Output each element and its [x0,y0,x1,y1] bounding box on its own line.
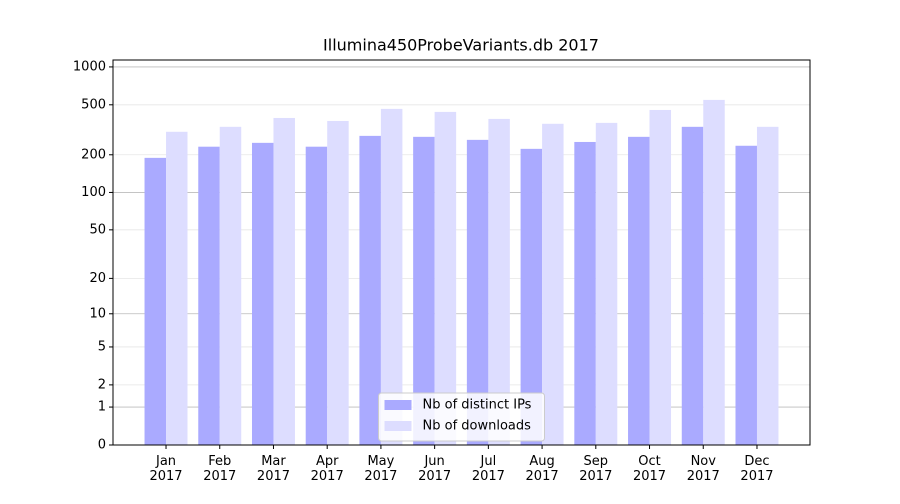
bar [595,122,618,445]
x-tick-label: Jan 2017 [149,454,182,484]
bar [380,108,403,445]
bar [219,126,242,445]
x-tick-label: May 2017 [364,454,397,484]
bar [649,109,672,446]
y-tick-label: 1 [98,400,106,415]
x-tick-label: Aug 2017 [526,454,559,484]
bar [434,111,457,445]
bar [681,126,704,445]
bar [144,157,167,445]
y-tick-label: 2 [98,377,106,392]
legend-swatch [384,400,412,410]
x-tick-label: Nov 2017 [687,454,720,484]
y-tick-label: 5 [98,339,106,354]
bar [520,148,543,446]
y-tick-label: 50 [89,222,106,237]
bar [466,139,489,445]
x-tick-label: Oct 2017 [633,454,666,484]
bar [735,145,757,446]
y-tick-label: 0 [98,438,106,453]
bar [273,117,295,445]
bar [488,118,510,445]
bar [198,146,220,445]
legend-swatch [384,421,412,431]
bar [756,126,779,445]
chart-title: Illumina450ProbeVariants.db 2017 [323,36,599,55]
bar [251,142,274,445]
legend-label: Nb of distinct IPs [423,398,532,413]
x-tick-label: Jul 2017 [472,454,505,484]
legend: Nb of distinct IPs Nb of downloads [378,392,545,442]
bar [542,123,564,446]
x-tick-label: Mar 2017 [257,454,290,484]
bar [574,141,596,445]
bar [305,146,328,445]
y-tick-label: 500 [81,97,106,112]
bar [327,120,349,445]
x-tick-label: Dec 2017 [740,454,773,484]
bar [413,136,435,445]
y-tick-label: 100 [81,185,106,200]
x-tick-label: Feb 2017 [203,454,236,484]
y-tick-label: 20 [89,271,106,286]
x-tick-label: Jun 2017 [418,454,451,484]
x-tick-label: Apr 2017 [311,454,344,484]
bar [703,99,725,446]
x-tick-label: Sep 2017 [579,454,612,484]
plot-frame [112,59,811,446]
bar [166,131,188,445]
bar [359,135,381,445]
bar [628,136,650,445]
legend-label: Nb of downloads [423,419,532,434]
y-tick-label: 10 [89,306,106,321]
y-tick-label: 200 [81,147,106,162]
legend-box [378,392,545,442]
y-tick-label: 1000 [73,59,106,74]
